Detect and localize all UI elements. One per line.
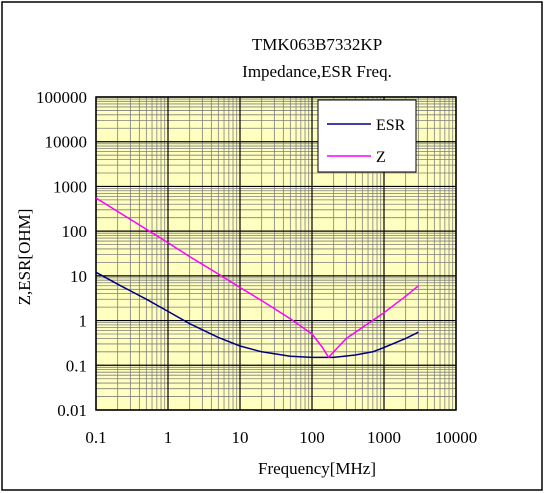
legend-label-esr: ESR — [376, 117, 406, 134]
x-tick-label: 0.1 — [85, 428, 106, 447]
series-layer — [95, 197, 419, 359]
x-tick-label: 10 — [232, 428, 249, 447]
y-tick-labels: 0.01 0.1 1 10 100 1000 10000 100000 — [36, 88, 87, 420]
series-line-esr — [95, 271, 419, 359]
plot-border — [95, 96, 457, 411]
x-tick-label: 1 — [164, 428, 173, 447]
y-tick-label: 10000 — [45, 133, 88, 152]
y-tick-label: 0.1 — [66, 356, 87, 375]
legend-box — [317, 99, 417, 173]
x-tick-label: 100 — [299, 428, 325, 447]
legend: ESR Z — [317, 99, 417, 173]
y-tick-label: 1 — [79, 312, 88, 331]
x-tick-label: 1000 — [367, 428, 401, 447]
major-gridlines — [95, 96, 457, 411]
x-axis-label: Frequency[MHz] — [258, 459, 376, 478]
y-tick-label: 0.01 — [57, 401, 87, 420]
series-line-z — [95, 197, 419, 359]
x-tick-label: 10000 — [435, 428, 478, 447]
legend-label-z: Z — [376, 149, 386, 166]
chart-title: TMK063B7332KP — [252, 35, 382, 54]
x-tick-labels: 0.1 1 10 100 1000 10000 — [85, 428, 477, 447]
y-tick-label: 10 — [70, 267, 87, 286]
minor-gridlines — [96, 97, 456, 410]
y-tick-label: 1000 — [53, 177, 87, 196]
y-tick-label: 100 — [62, 222, 88, 241]
y-axis-label: Z,ESR[OHM] — [15, 209, 34, 306]
chart-subtitle: Impedance,ESR Freq. — [242, 62, 392, 81]
y-tick-label: 100000 — [36, 88, 87, 107]
